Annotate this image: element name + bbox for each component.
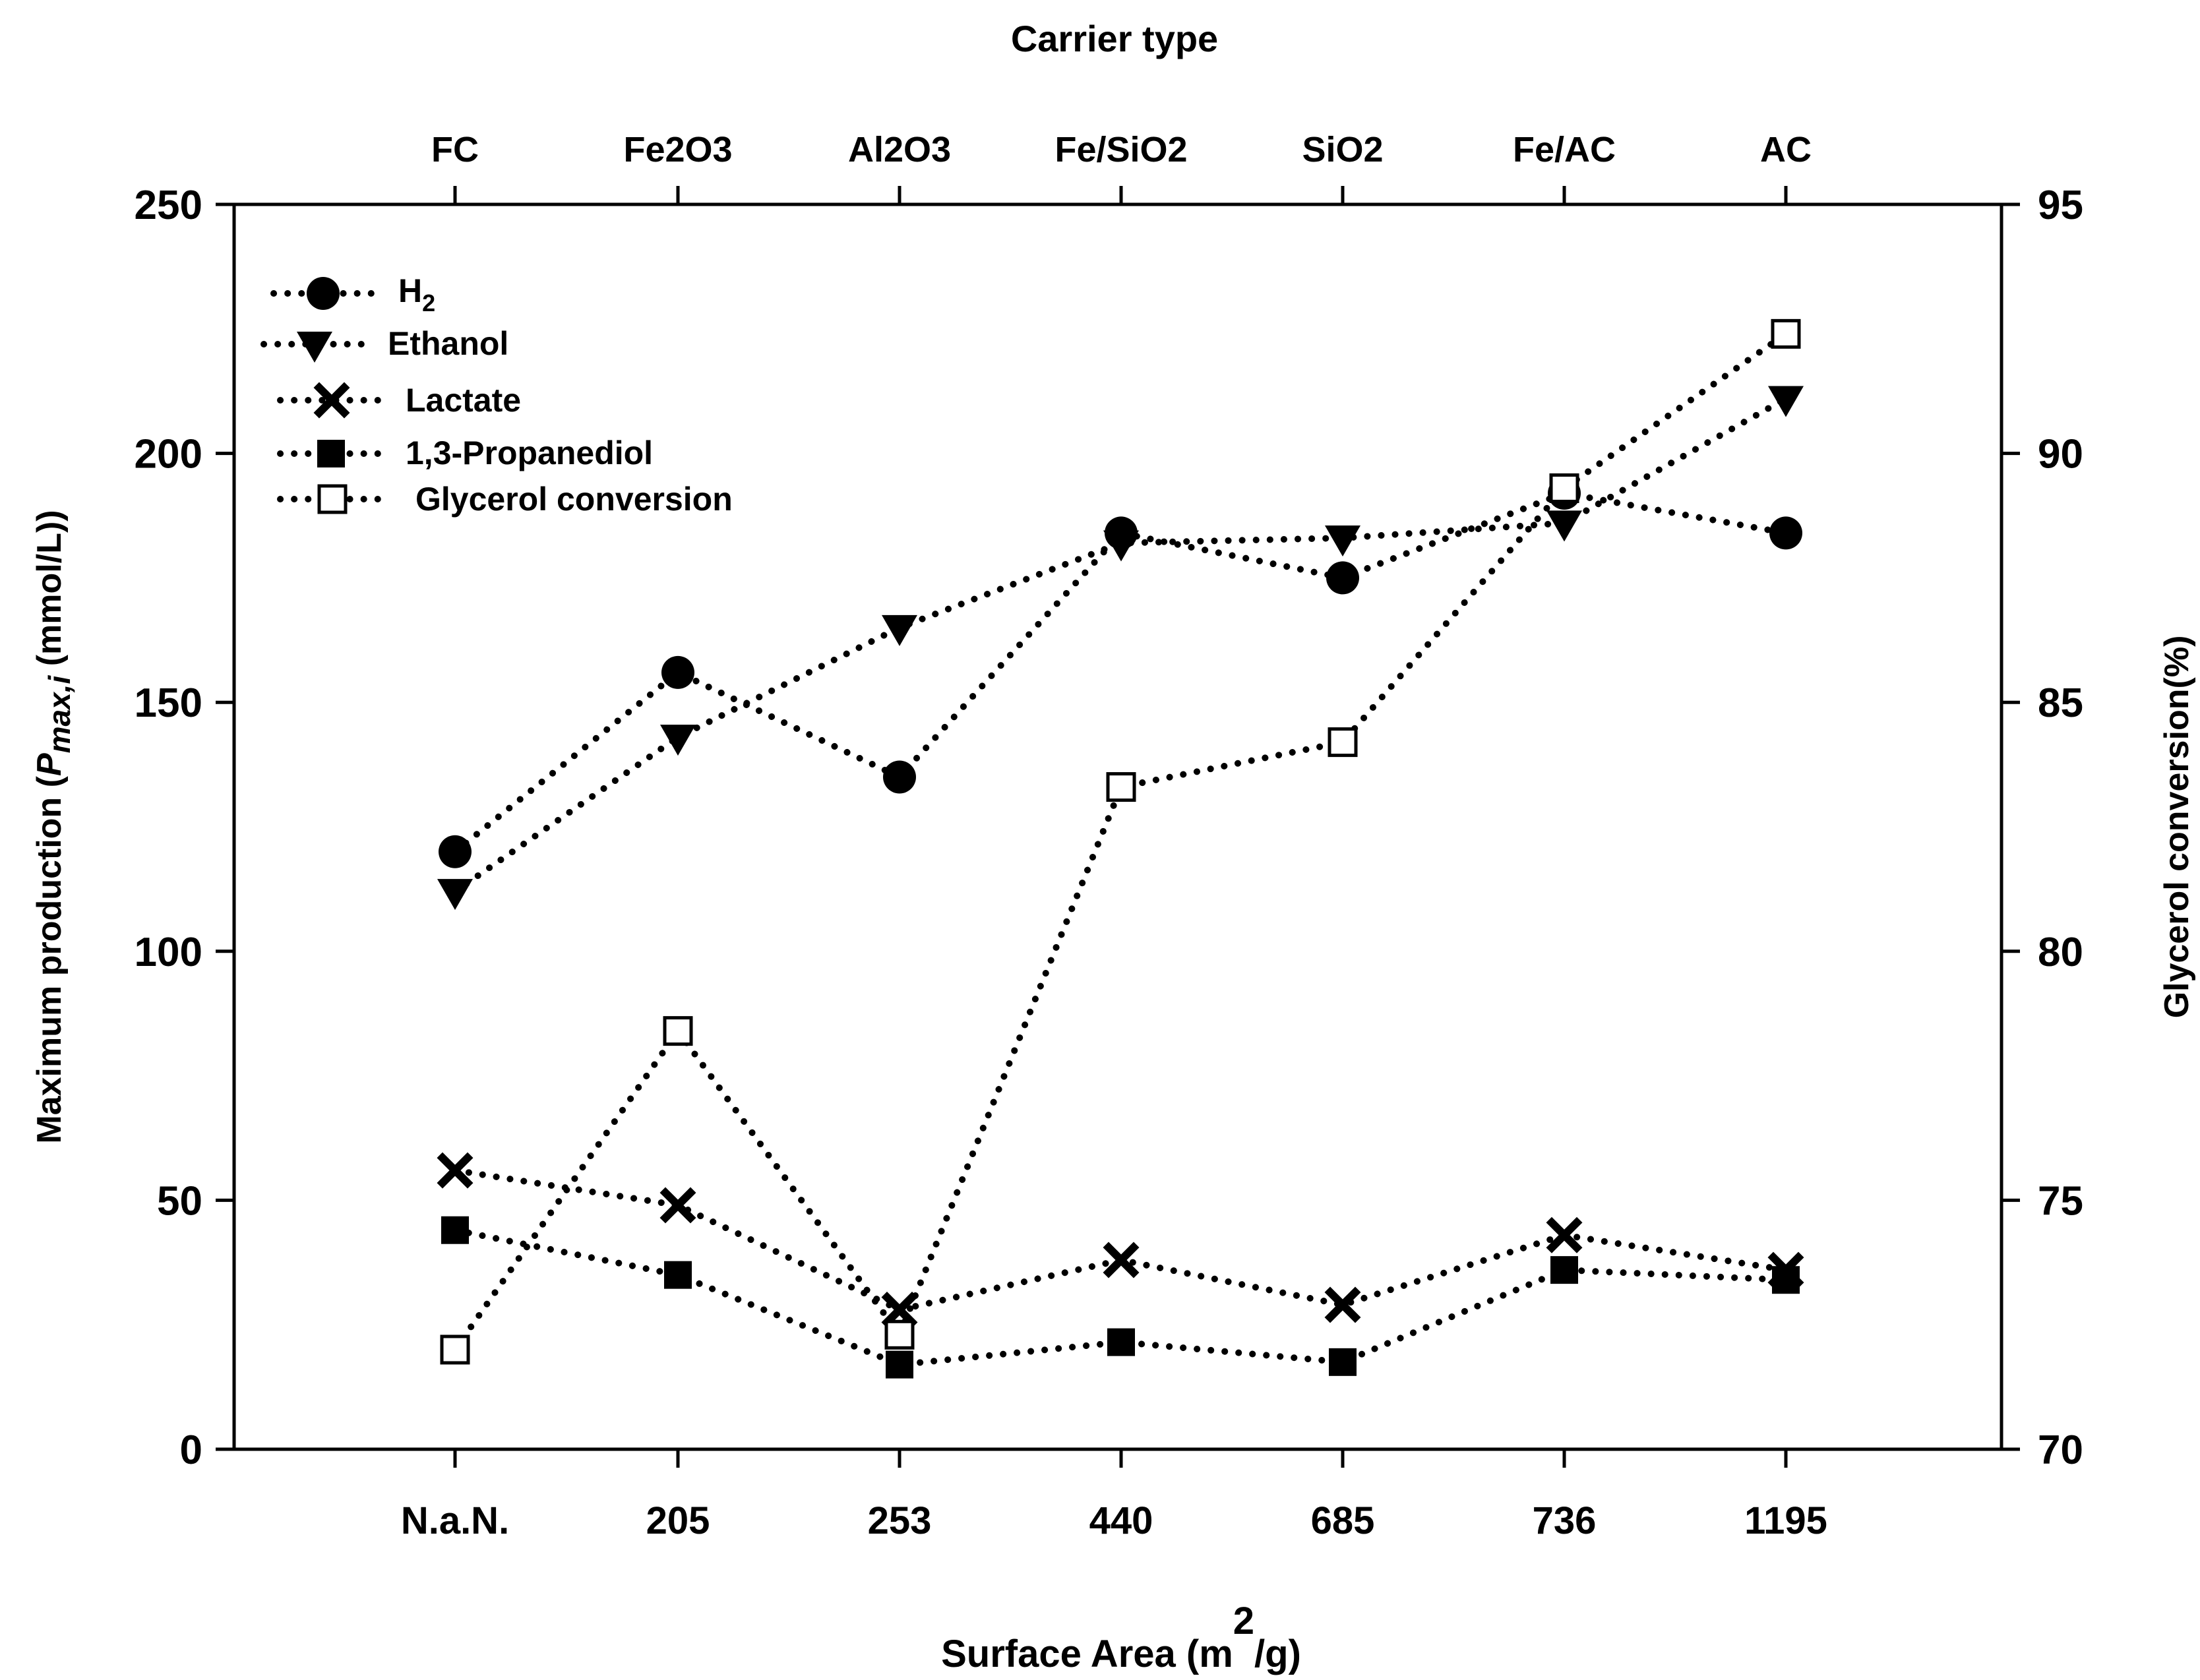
svg-text:H2: H2	[398, 272, 435, 316]
x-top-tick-label: SiO2	[1302, 130, 1383, 169]
marker-h2	[439, 835, 472, 868]
marker-glycerol-conversion	[884, 1319, 915, 1350]
marker-ethanol	[660, 725, 696, 756]
y-left-title-main: Maximum production (	[30, 775, 69, 1143]
y-left-tick-label: 150	[135, 680, 202, 726]
legend-item-h2: H2	[270, 272, 435, 316]
marker-glycerol-conversion	[1106, 772, 1136, 802]
series-markers	[437, 318, 1804, 1379]
x-bottom-tick-label: N.a.N.	[401, 1499, 509, 1542]
y-right-tick-label: 80	[2038, 930, 2083, 975]
legend-item-ethanol: Ethanol	[260, 325, 508, 363]
marker-lactate	[1324, 1286, 1361, 1323]
y-left-title-italic: P	[30, 753, 69, 776]
legend-item-lactate: Lactate	[277, 382, 521, 419]
y-right-tick-label: 75	[2038, 1178, 2083, 1224]
y-axis-left-title: Maximum production (Pmax,i (mmol/L))	[30, 510, 76, 1143]
y-left-tick-label: 200	[135, 432, 202, 477]
marker-h2	[883, 760, 916, 794]
x-bottom-tick-label: 440	[1089, 1499, 1153, 1542]
marker-glycerol-conversion	[1771, 318, 1801, 349]
x-top-tick-label: Fe/AC	[1513, 130, 1616, 169]
y-left-title-sub: max,i	[42, 675, 76, 753]
marker-1-3-propanediol	[1550, 1256, 1578, 1284]
marker-1-3-propanediol	[441, 1216, 469, 1244]
svg-text:Glycerol conversion: Glycerol conversion	[415, 481, 733, 518]
x-bottom-tick-label: 205	[646, 1499, 710, 1542]
plot-frame	[232, 202, 2003, 1451]
marker-h2	[661, 655, 694, 689]
x-top-tick-label: Fe2O3	[623, 130, 732, 169]
y-right-tick-label: 95	[2038, 183, 2083, 228]
x-top-tick-label: Al2O3	[848, 130, 951, 169]
marker-ethanol	[1768, 386, 1804, 417]
marker-1-3-propanediol	[664, 1261, 692, 1289]
svg-text:Lactate: Lactate	[406, 382, 521, 419]
marker-1-3-propanediol	[1772, 1266, 1800, 1294]
marker-ethanol	[1546, 510, 1582, 542]
svg-text:Ethanol: Ethanol	[388, 325, 508, 362]
legend: H2 Ethanol Lactate 1,3-Propanediol Glyce…	[260, 272, 733, 518]
marker-h2	[1326, 561, 1359, 595]
x-bottom-tick-label: 736	[1533, 1499, 1597, 1542]
x-bottom-tick-label: 1195	[1744, 1499, 1827, 1542]
y-left-tick-label: 250	[135, 183, 202, 228]
marker-ethanol	[437, 879, 473, 911]
x-top-tick-label: AC	[1760, 130, 1812, 169]
marker-glycerol-conversion	[1549, 473, 1579, 503]
marker-ethanol	[882, 615, 917, 646]
marker-lactate	[437, 1152, 474, 1189]
x-axis-title: Surface Area (m2/g)	[941, 1600, 1301, 1675]
x-bottom-tick-label: 685	[1311, 1499, 1375, 1542]
y-left-tick-label: 100	[135, 930, 202, 975]
x-axis-title-sup: 2	[1233, 1600, 1254, 1642]
marker-ethanol	[1103, 530, 1139, 562]
marker-1-3-propanediol	[1329, 1348, 1357, 1376]
svg-text:1,3-Propanediol: 1,3-Propanediol	[406, 435, 653, 471]
marker-lactate	[1103, 1242, 1140, 1278]
legend-item-glycerol: Glycerol conversion	[277, 481, 733, 518]
x-bottom-tick-label: 253	[868, 1499, 932, 1542]
marker-lactate	[881, 1292, 918, 1329]
x-top-tick-label: FC	[431, 130, 479, 169]
marker-glycerol-conversion	[1328, 727, 1358, 758]
y-left-tick-label: 0	[180, 1427, 202, 1473]
x-axis-title-tail: /g)	[1254, 1633, 1301, 1675]
marker-glycerol-conversion	[663, 1016, 693, 1046]
series-line-lactate	[452, 1167, 1789, 1313]
x-axis-title-main: Surface Area (m	[941, 1633, 1233, 1675]
y-right-tick-label: 70	[2038, 1427, 2083, 1473]
y-right-tick-label: 85	[2038, 680, 2083, 726]
y-left-tick-label: 50	[157, 1178, 202, 1224]
x-top-tick-label: Fe/SiO2	[1054, 130, 1187, 169]
legend-item-propanediol: 1,3-Propanediol	[277, 435, 653, 471]
marker-lactate	[659, 1187, 696, 1224]
marker-glycerol-conversion	[440, 1335, 470, 1365]
marker-ethanol	[1325, 525, 1360, 556]
y-right-tick-label: 90	[2038, 432, 2083, 477]
y-left-title-tail: (mmol/L))	[30, 510, 69, 675]
marker-1-3-propanediol	[886, 1350, 913, 1379]
top-axis-title: Carrier type	[1011, 18, 1218, 59]
marker-h2	[1769, 516, 1802, 550]
marker-lactate	[1546, 1216, 1583, 1253]
ticks: 0 50 100 150 200 250 70 75 80 85 90 95 N.a.N. 205 253 4…	[135, 130, 2083, 1542]
y-axis-right-title: Glycerol conversion(%)	[2158, 636, 2196, 1019]
marker-1-3-propanediol	[1107, 1328, 1135, 1356]
